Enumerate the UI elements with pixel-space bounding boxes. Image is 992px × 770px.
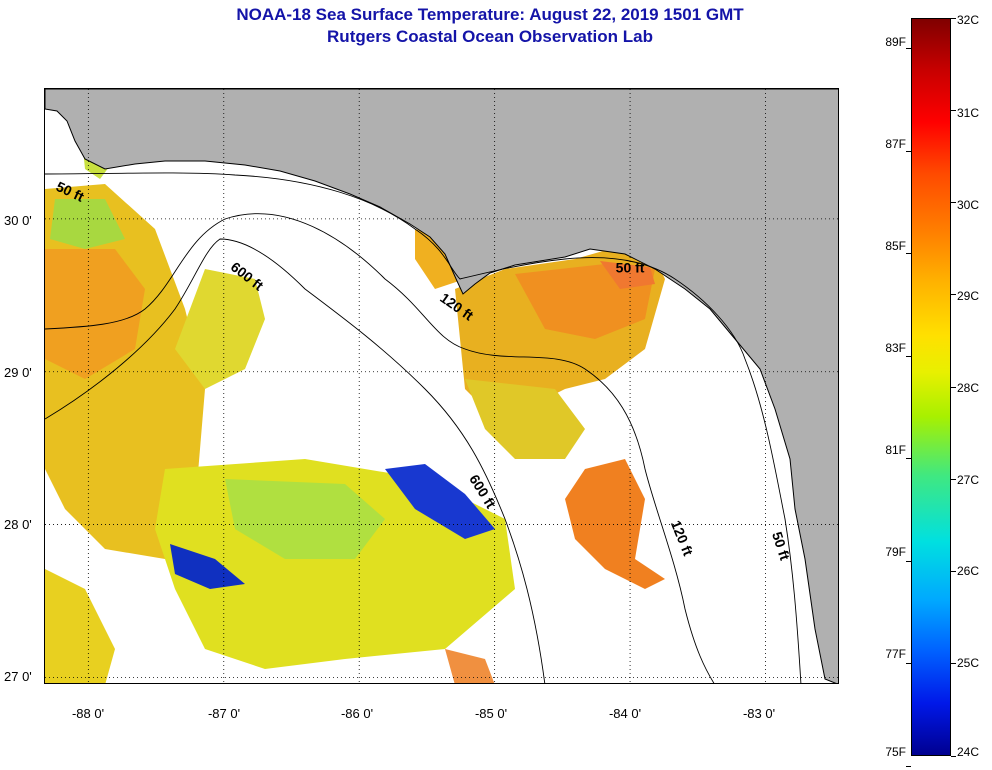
gridlines [45, 89, 838, 683]
cb-tick-c-0 [951, 17, 956, 19]
lon-label-83: -83 0' [742, 706, 776, 721]
cb-f-83: 83F [885, 341, 906, 355]
sst-patch-bigbend-nearshore [600, 261, 655, 289]
sst-patch-central-shelf [465, 379, 585, 459]
sst-patch-south-blue [170, 544, 245, 589]
cb-tick-f-7 [906, 765, 911, 767]
lat-label-30: 30 0' [4, 213, 32, 228]
cb-c-25: 25C [957, 656, 980, 670]
contour-label-5: 120 ft [668, 518, 697, 558]
lon-label-87: -87 0' [207, 706, 241, 721]
lat-label-29: 29 0' [4, 365, 32, 380]
sst-patch-west-coast-orange [45, 249, 145, 379]
temperature-colorbar [911, 18, 951, 756]
contour-120ft [45, 213, 715, 683]
cb-c-31: 31C [957, 106, 980, 120]
cb-tick-f-3 [906, 355, 911, 357]
cb-c-27: 27C [957, 473, 980, 487]
sst-patch-central-west [175, 269, 265, 389]
sst-patch-tampa-orange [565, 459, 665, 589]
cb-f-87: 87F [885, 137, 906, 151]
sst-patch-south-green [225, 479, 385, 559]
cb-c-24: 24C [957, 745, 980, 759]
contour-50ft [45, 172, 802, 683]
cb-f-79: 79F [885, 545, 906, 559]
cb-f-89: 89F [885, 35, 906, 49]
cb-tick-f-6 [906, 663, 911, 665]
isobath-contours [45, 172, 802, 683]
cb-c-32: 32C [957, 13, 980, 27]
land-mass [45, 89, 838, 683]
cb-tick-f-2 [906, 253, 911, 255]
cb-f-77: 77F [885, 647, 906, 661]
cb-tick-c-2 [951, 202, 956, 203]
lat-label-28: 28 0' [4, 517, 32, 532]
cb-tick-c-8 [951, 755, 956, 757]
cb-c-26: 26C [957, 564, 980, 578]
cb-tick-c-6 [951, 571, 956, 572]
cb-tick-c-5 [951, 478, 956, 480]
cb-tick-c-4 [951, 386, 956, 388]
lon-label-84: -84 0' [608, 706, 642, 721]
sst-patch-south-west [45, 569, 115, 683]
map-title: NOAA-18 Sea Surface Temperature: August … [0, 4, 980, 48]
lat-label-27: 27 0' [4, 669, 32, 684]
title-line-2: Rutgers Coastal Ocean Observation Lab [327, 27, 653, 46]
cb-f-85: 85F [885, 239, 906, 253]
cb-f-75: 75F [885, 745, 906, 759]
contour-600ft [45, 238, 546, 683]
contour-label-3: 50 ft [616, 259, 645, 275]
cb-tick-f-1 [906, 150, 911, 152]
cb-tick-f-0 [906, 48, 911, 50]
contour-label-6: 50 ft [769, 530, 793, 563]
sst-patch-se-small [445, 649, 495, 683]
lon-label-88: -88 0' [71, 706, 105, 721]
cb-tick-c-1 [951, 109, 956, 111]
map-panel: 50 ft 600 ft 120 ft 50 ft 600 ft 120 ft 50 ft [44, 88, 839, 684]
cb-tick-c-3 [951, 294, 956, 296]
lon-label-85: -85 0' [474, 706, 508, 721]
cb-tick-c-7 [951, 663, 956, 665]
cb-f-81: 81F [885, 443, 906, 457]
title-line-1: NOAA-18 Sea Surface Temperature: August … [236, 5, 744, 24]
sst-layer [45, 114, 665, 683]
sst-patch-south-blue-2 [385, 464, 495, 539]
cb-c-29: 29C [957, 289, 980, 303]
lon-label-86: -86 0' [340, 706, 374, 721]
cb-c-30: 30C [957, 198, 980, 212]
cb-tick-f-4 [906, 458, 911, 460]
cb-tick-f-5 [906, 560, 911, 562]
sst-patch-west-coast-green [50, 199, 125, 249]
cb-c-28: 28C [957, 381, 980, 395]
